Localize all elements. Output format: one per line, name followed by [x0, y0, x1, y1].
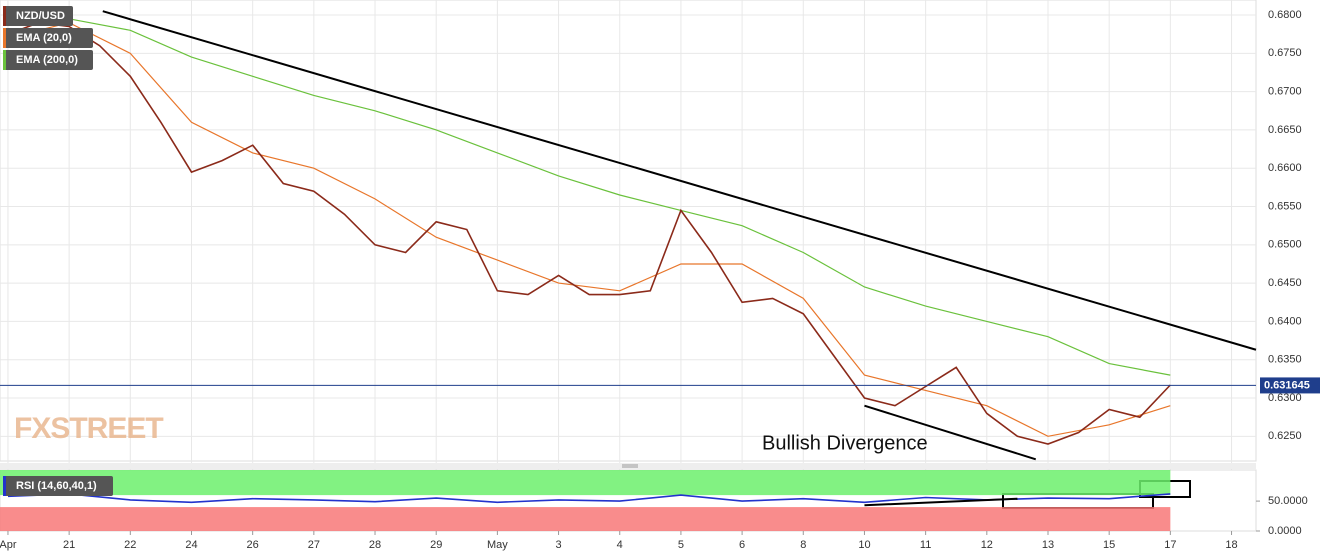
watermark: FXSTREET [14, 412, 163, 445]
legend-label: NZD/USD [16, 10, 65, 22]
legend-label: RSI (14,60,40,1) [16, 480, 97, 492]
legend-box [3, 476, 113, 496]
x-tick-label: 15 [1103, 539, 1115, 551]
x-tick-label: 18 [1225, 539, 1237, 551]
y-tick-label: 0.6600 [1268, 162, 1302, 174]
y-tick-label: 0.6750 [1268, 47, 1302, 59]
x-tick-label: 6 [739, 539, 745, 551]
y-tick-label: 0.6500 [1268, 239, 1302, 251]
y-tick-label: 0.6250 [1268, 430, 1302, 442]
trendline [102, 10, 1257, 351]
last-price-label: 0.631645 [1264, 379, 1310, 391]
x-tick-label: 29 [430, 539, 442, 551]
legend-box [3, 28, 93, 48]
x-tick-label: 4 [617, 539, 623, 551]
y-tick-label: 0.6700 [1268, 86, 1302, 98]
x-tick-label: May [487, 539, 508, 551]
series-line [8, 18, 1171, 376]
y-tick-label: 0.6400 [1268, 315, 1302, 327]
trendline [864, 497, 1018, 507]
y-tick-label: 0.6300 [1268, 392, 1302, 404]
y-tick-label: 50.0000 [1268, 495, 1308, 507]
x-tick-label: 27 [308, 539, 320, 551]
legend-label: EMA (200,0) [16, 54, 78, 66]
series-line [7, 21, 1171, 445]
x-tick-label: 11 [920, 539, 931, 551]
x-tick-label: 28 [369, 539, 381, 551]
x-tick-label: 17 [1164, 539, 1176, 551]
x-tick-label: 13 [1042, 539, 1054, 551]
x-tick-label: 10 [858, 539, 870, 551]
grid-layer [0, 0, 1256, 531]
rsi-band [0, 470, 1171, 496]
x-tick-label: 5 [678, 539, 684, 551]
rsi-band [0, 507, 1171, 531]
legend-box [3, 50, 93, 70]
x-tick-label: Apr [0, 539, 17, 551]
annotation: Bullish Divergence [762, 432, 928, 454]
legend-swatch [3, 6, 6, 26]
main-panel [0, 0, 1257, 462]
y-tick-label: 0.6800 [1268, 9, 1302, 21]
x-tick-label: 21 [63, 539, 75, 551]
legend-swatch [3, 50, 6, 70]
y-tick-label: 0.0000 [1268, 525, 1302, 537]
panel-divider [0, 463, 1256, 469]
x-tick-label: 8 [800, 539, 806, 551]
legend-box [3, 6, 73, 26]
y-tick-label: 0.6350 [1268, 354, 1302, 366]
x-tick-label: 24 [185, 539, 197, 551]
x-tick-label: 3 [555, 539, 561, 551]
x-tick-label: 26 [247, 539, 259, 551]
legend-swatch [3, 476, 6, 496]
y-tick-label: 0.6550 [1268, 200, 1302, 212]
legend-label: EMA (20,0) [16, 32, 72, 44]
y-tick-label: 0.6450 [1268, 277, 1302, 289]
y-tick-label: 0.6650 [1268, 124, 1302, 136]
last-price-box [1260, 377, 1320, 394]
legend-swatch [3, 28, 6, 48]
x-tick-label: 12 [981, 539, 993, 551]
x-tick-label: 22 [124, 539, 136, 551]
series-line [7, 22, 1171, 437]
trendline [864, 404, 1037, 461]
